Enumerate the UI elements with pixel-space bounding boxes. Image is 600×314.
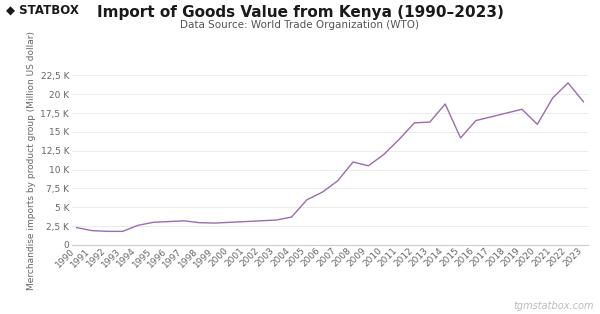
Y-axis label: Merchandise imports by product group (Million US dollar): Merchandise imports by product group (Mi… [28,31,37,290]
Text: ◆ STATBOX: ◆ STATBOX [6,3,79,16]
Text: tgmstatbox.com: tgmstatbox.com [514,301,594,311]
Text: Data Source: World Trade Organization (WTO): Data Source: World Trade Organization (W… [181,20,419,30]
Text: Import of Goods Value from Kenya (1990–2023): Import of Goods Value from Kenya (1990–2… [97,5,503,20]
